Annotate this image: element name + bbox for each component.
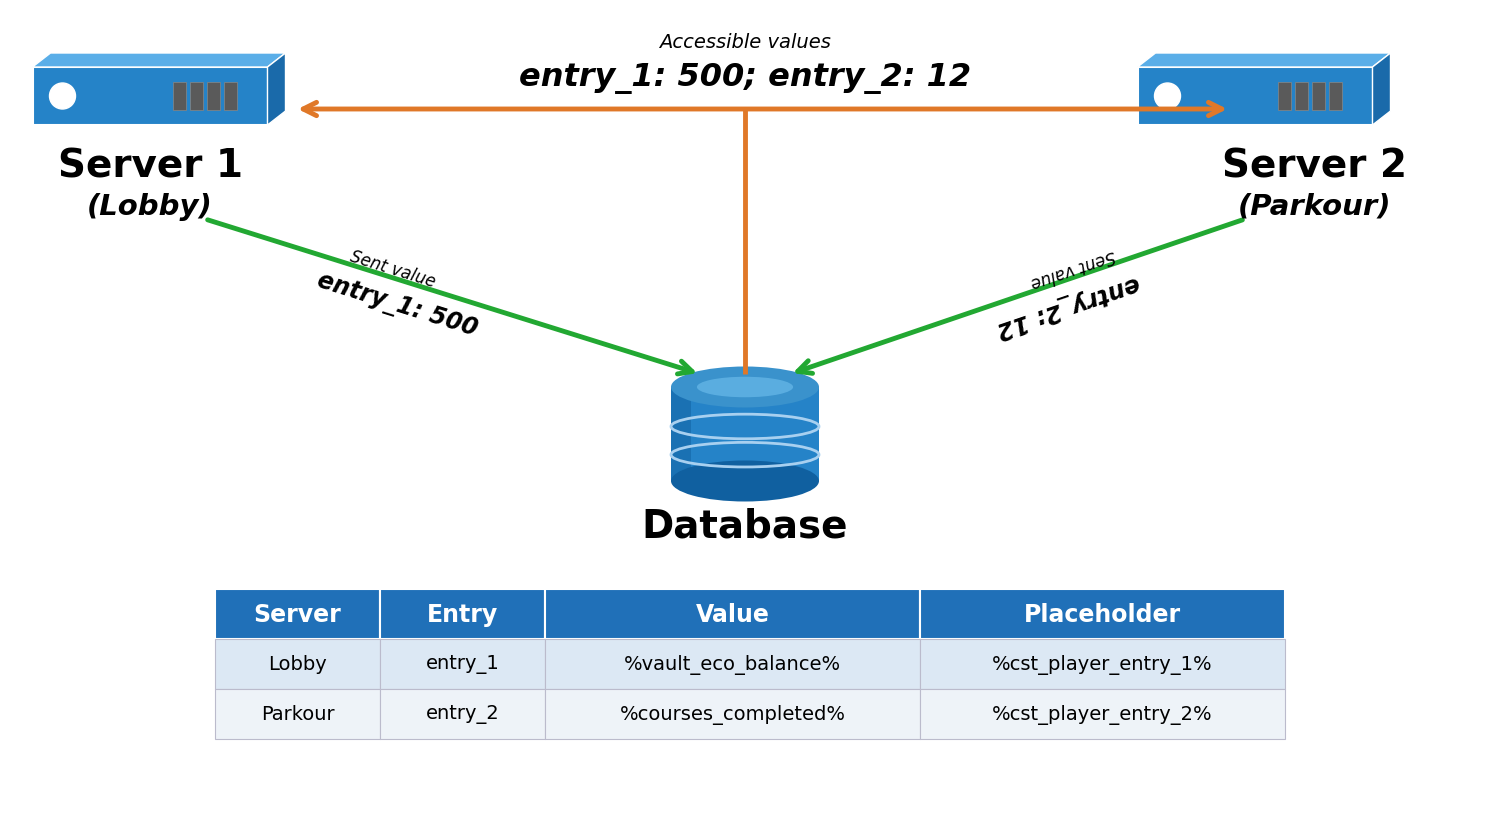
Bar bbox=[207, 83, 219, 111]
Text: %vault_eco_balance%: %vault_eco_balance% bbox=[624, 654, 840, 674]
Text: (Lobby): (Lobby) bbox=[86, 193, 213, 221]
Text: entry_1: 500; entry_2: 12: entry_1: 500; entry_2: 12 bbox=[519, 62, 971, 94]
Text: entry_2: 12: entry_2: 12 bbox=[992, 270, 1143, 340]
Bar bbox=[380, 590, 545, 639]
Polygon shape bbox=[670, 388, 691, 481]
Bar bbox=[1311, 83, 1325, 111]
Bar bbox=[215, 639, 380, 689]
Polygon shape bbox=[670, 388, 820, 481]
Bar bbox=[173, 83, 185, 111]
Text: (Parkour): (Parkour) bbox=[1238, 193, 1392, 221]
Text: Placeholder: Placeholder bbox=[1024, 602, 1182, 626]
Bar bbox=[1329, 83, 1341, 111]
Polygon shape bbox=[268, 54, 286, 126]
Text: Accessible values: Accessible values bbox=[659, 32, 831, 51]
Text: Parkour: Parkour bbox=[261, 705, 334, 724]
Bar bbox=[919, 689, 1284, 739]
Bar bbox=[545, 639, 919, 689]
Text: Database: Database bbox=[642, 508, 848, 546]
Text: Sent value: Sent value bbox=[347, 248, 438, 291]
Bar bbox=[1295, 83, 1308, 111]
Bar bbox=[189, 83, 203, 111]
Polygon shape bbox=[1372, 54, 1390, 126]
Bar bbox=[1277, 83, 1290, 111]
Text: entry_1: 500: entry_1: 500 bbox=[314, 269, 481, 341]
Text: %courses_completed%: %courses_completed% bbox=[620, 704, 845, 724]
Text: Entry: Entry bbox=[426, 602, 498, 626]
Bar bbox=[919, 639, 1284, 689]
Bar bbox=[545, 590, 919, 639]
Ellipse shape bbox=[697, 378, 793, 397]
Text: %cst_player_entry_1%: %cst_player_entry_1% bbox=[992, 654, 1213, 674]
Ellipse shape bbox=[670, 367, 820, 408]
Ellipse shape bbox=[670, 461, 820, 502]
Text: %cst_player_entry_2%: %cst_player_entry_2% bbox=[992, 704, 1213, 724]
Bar bbox=[545, 689, 919, 739]
Bar bbox=[380, 639, 545, 689]
Polygon shape bbox=[33, 68, 268, 126]
Text: entry_2: entry_2 bbox=[426, 705, 499, 724]
Text: Sent value: Sent value bbox=[1028, 247, 1118, 292]
Text: Server: Server bbox=[253, 602, 341, 626]
Polygon shape bbox=[1137, 68, 1372, 126]
Text: Server 1: Server 1 bbox=[58, 148, 243, 185]
Text: entry_1: entry_1 bbox=[426, 655, 499, 674]
Text: Value: Value bbox=[696, 602, 769, 626]
Polygon shape bbox=[33, 54, 286, 68]
Text: Lobby: Lobby bbox=[268, 655, 326, 674]
Bar bbox=[215, 590, 380, 639]
Circle shape bbox=[49, 84, 76, 110]
Bar bbox=[919, 590, 1284, 639]
Circle shape bbox=[1155, 84, 1180, 110]
Bar bbox=[215, 689, 380, 739]
Bar bbox=[224, 83, 237, 111]
Bar bbox=[380, 689, 545, 739]
Polygon shape bbox=[1137, 54, 1390, 68]
Text: Server 2: Server 2 bbox=[1222, 148, 1408, 185]
